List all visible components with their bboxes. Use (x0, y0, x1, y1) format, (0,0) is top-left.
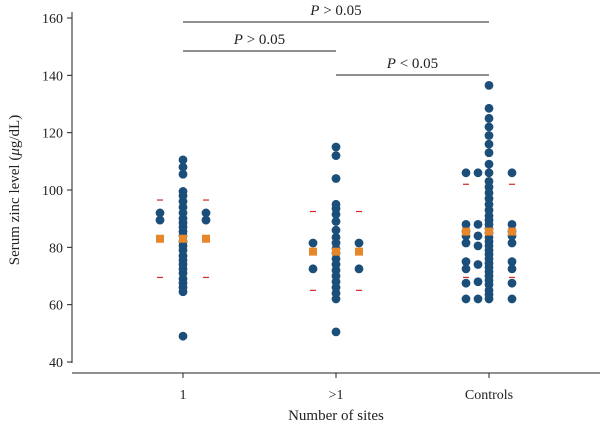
y-axis-label-part-2: g/dL) (7, 115, 23, 148)
data-point (484, 131, 494, 140)
x-axis: 1 >1 Controls (72, 372, 600, 403)
y-tick-label: 160 (42, 12, 63, 27)
data-point (507, 238, 517, 248)
data-point (201, 208, 211, 218)
y-tick-label: 40 (49, 356, 63, 371)
data-point (461, 264, 471, 274)
data-point (178, 162, 188, 172)
data-point (484, 113, 494, 123)
y-tick-label: 120 (42, 127, 63, 142)
data-point (484, 80, 494, 90)
data-point (484, 139, 494, 149)
comparison-label-value: < 0.05 (396, 56, 438, 72)
comparison-label-p: P (309, 3, 319, 19)
data-point (331, 225, 341, 235)
significance-brackets: P > 0.05P > 0.05P < 0.05 (183, 3, 489, 76)
data-point (178, 169, 188, 179)
x-tick-label: Controls (465, 388, 513, 403)
comparison-label-p: P (386, 56, 396, 72)
comparison-label-value: > 0.05 (243, 32, 285, 48)
data-point (507, 278, 517, 288)
data-point (461, 168, 471, 178)
data-point (507, 264, 517, 274)
data-point (473, 277, 483, 287)
mean-marker (355, 247, 363, 256)
data-point (331, 174, 341, 183)
mean-marker (508, 227, 516, 236)
y-tick-label: 60 (49, 299, 63, 314)
data-point (308, 238, 318, 248)
data-point (473, 231, 483, 241)
data-point (461, 294, 471, 304)
data-point (178, 155, 188, 165)
comparison-label: P > 0.05 (233, 32, 285, 48)
x-tick-label: 1 (180, 388, 187, 403)
y-axis-label-part-1: Serum zinc level ( (7, 156, 23, 266)
data-point (507, 257, 517, 267)
data-point (461, 220, 471, 229)
data-point (461, 278, 471, 288)
data-point (178, 187, 188, 196)
comparison-label: P > 0.05 (309, 3, 361, 19)
mean-marker (179, 234, 187, 243)
x-axis-label: Number of sites (288, 408, 384, 424)
data-point (507, 168, 517, 178)
y-tick-label: 80 (49, 241, 63, 256)
data-point (461, 238, 471, 248)
data-point (331, 142, 341, 152)
data-point (201, 215, 211, 225)
data-point (155, 208, 165, 218)
mean-marker (485, 227, 493, 236)
comparison-label-p: P (233, 32, 243, 48)
data-point (473, 260, 483, 269)
data-point (354, 238, 364, 248)
data-point (331, 217, 341, 226)
mean-marker (332, 247, 340, 256)
data-point (507, 220, 517, 229)
data-point (473, 294, 483, 304)
mean-marker (462, 227, 470, 236)
data-point (473, 241, 483, 251)
data-point (484, 159, 494, 169)
comparison-label: P < 0.05 (386, 56, 438, 72)
y-axis-label-mu: μ (7, 148, 23, 157)
mean-marker (309, 247, 317, 256)
data-point (484, 148, 494, 158)
data-point (484, 177, 494, 186)
data-point (484, 122, 494, 132)
data-point (308, 264, 318, 274)
y-axis: 40 60 80 100 120 140 160 (42, 12, 73, 371)
data-point (331, 232, 341, 242)
y-tick-label: 100 (42, 184, 63, 199)
x-tick-label: >1 (329, 388, 344, 403)
y-tick-label: 140 (42, 69, 63, 84)
data-point (473, 168, 483, 178)
mean-marker (202, 234, 210, 243)
data-point (155, 215, 165, 225)
plot-area (155, 80, 517, 341)
y-axis-label: Serum zinc level (μg/dL) (7, 115, 23, 265)
data-point (331, 199, 341, 209)
data-point (331, 327, 341, 337)
mean-marker (156, 234, 164, 243)
data-point (473, 220, 483, 229)
data-point (354, 264, 364, 274)
comparison-label-value: > 0.05 (319, 3, 361, 19)
data-point (461, 257, 471, 267)
data-point (178, 331, 188, 341)
data-point (484, 168, 494, 178)
data-point (507, 294, 517, 304)
data-point (484, 103, 494, 113)
data-point (331, 151, 341, 161)
